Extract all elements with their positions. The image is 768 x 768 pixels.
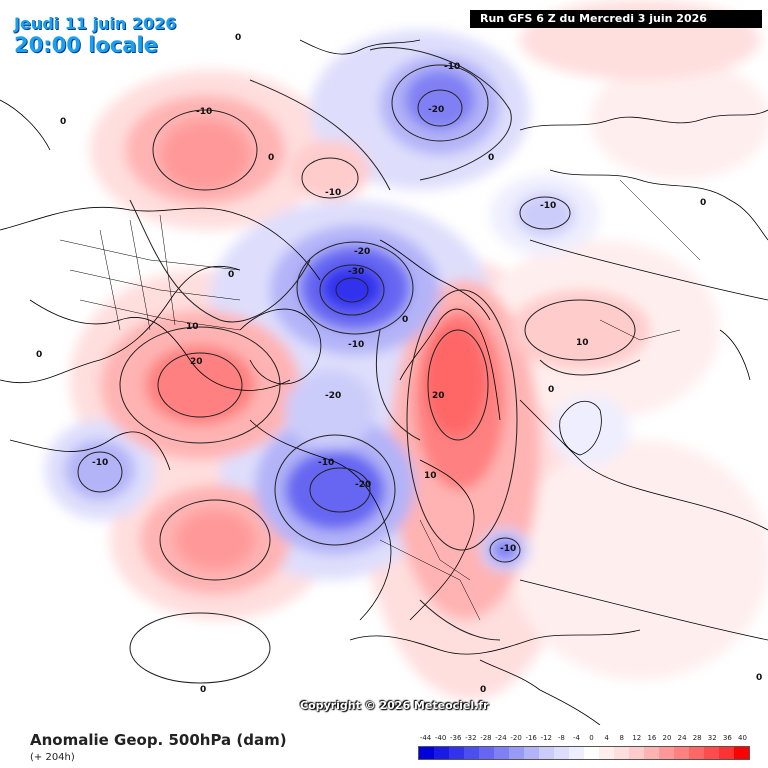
contour-label: -30 (348, 267, 364, 277)
scale-label: -16 (525, 734, 537, 742)
scale-swatch (434, 747, 449, 759)
copyright: Copyright © 2026 Meteociel.fr (300, 699, 489, 712)
contour-label: -10 (500, 544, 516, 554)
scale-swatch (539, 747, 554, 759)
scale-label: -24 (495, 734, 507, 742)
scale-label: 16 (647, 734, 657, 742)
contour-label: -20 (325, 391, 341, 401)
coastlines (0, 39, 768, 725)
contour-label: 0 (235, 33, 241, 43)
contour-label: 0 (228, 270, 234, 280)
scale-label: -32 (465, 734, 477, 742)
scale-label: -44 (419, 734, 432, 742)
scale-label: 20 (662, 734, 672, 742)
contour-label: 0 (268, 153, 274, 163)
scale-bar (418, 746, 750, 760)
scale-swatch (569, 747, 584, 759)
scale-swatch (584, 747, 599, 759)
contour-label: -20 (354, 247, 370, 257)
contour-label: -10 (540, 201, 556, 211)
contour-label: 10 (576, 338, 589, 348)
scale-label: 36 (722, 734, 732, 742)
scale-swatch (689, 747, 704, 759)
scale-swatch (599, 747, 614, 759)
contour-label: -10 (318, 458, 334, 468)
scale-label: 8 (619, 734, 624, 742)
scale-label: -36 (450, 734, 462, 742)
scale-swatch (734, 747, 749, 759)
scale-label: 4 (604, 734, 609, 742)
contour-label: 0 (480, 685, 486, 695)
scale-swatch (644, 747, 659, 759)
scale-swatch (449, 747, 464, 759)
contour-label: -10 (325, 188, 341, 198)
contour-label: -20 (428, 105, 444, 115)
scale-swatch (479, 747, 494, 759)
scale-label: 32 (707, 734, 717, 742)
contour-label: 0 (548, 385, 554, 395)
scale-swatch (719, 747, 734, 759)
contour-label: -10 (196, 107, 212, 117)
scale-swatch (704, 747, 719, 759)
contour-label: -20 (355, 480, 371, 490)
contours (77, 47, 641, 684)
forecast-date: Jeudi 11 juin 2026 (14, 14, 177, 33)
scale-label: 24 (677, 734, 687, 742)
scale-swatch (554, 747, 569, 759)
scale-swatch (494, 747, 509, 759)
scale-swatch (464, 747, 479, 759)
scale-swatch (659, 747, 674, 759)
color-scale: -44 -40 -36 -32 -28 -24 -20 -16 -12 -8 -4 0 4 8 12 16 20… (418, 734, 750, 764)
forecast-time: 20:00 locale (14, 33, 158, 57)
contour-label: -10 (348, 340, 364, 350)
contour-label: -10 (444, 62, 460, 72)
scale-label: -28 (480, 734, 492, 742)
anomaly-map: -10 -20 0 -10 -10 0 -10 0 -20 -30 0 -10 … (0, 0, 768, 725)
scale-swatch (419, 747, 434, 759)
scale-swatch (509, 747, 524, 759)
scale-label: 0 (589, 734, 594, 742)
contour-label: 10 (424, 471, 437, 481)
contour-label: 10 (186, 322, 199, 332)
scale-swatch (524, 747, 539, 759)
contour-label: 0 (60, 117, 66, 127)
scale-label: -8 (557, 734, 565, 742)
contour-label: 0 (700, 198, 706, 208)
scale-label: 28 (692, 734, 702, 742)
run-info: Run GFS 6 Z du Mercredi 3 juin 2026 (470, 10, 762, 28)
boundaries (59, 179, 701, 621)
contour-label: 20 (190, 357, 203, 367)
contour-label: 0 (402, 315, 408, 325)
contour-label: -10 (92, 458, 108, 468)
contour-label: 0 (36, 350, 42, 360)
contour-label: 0 (488, 153, 494, 163)
scale-label: -12 (540, 734, 552, 742)
scale-label: 12 (632, 734, 642, 742)
scale-label: -20 (510, 734, 522, 742)
scale-swatch (629, 747, 644, 759)
scale-label: -40 (434, 734, 447, 742)
map-title: Anomalie Geop. 500hPa (dam) (30, 731, 287, 749)
scale-swatch (614, 747, 629, 759)
scale-label: 40 (737, 734, 747, 742)
contour-labels: -10 -20 0 -10 -10 0 -10 0 -20 -30 0 -10 … (36, 33, 762, 695)
contour-label: 0 (756, 673, 762, 683)
forecast-lead: (+ 204h) (30, 752, 75, 763)
contour-label: 20 (432, 391, 445, 401)
scale-label: -4 (572, 734, 580, 742)
scale-swatch (674, 747, 689, 759)
contour-label: 0 (200, 685, 206, 695)
scale-labels: -44 -40 -36 -32 -28 -24 -20 -16 -12 -8 -4 0 4 8 12 16 20… (418, 734, 750, 744)
